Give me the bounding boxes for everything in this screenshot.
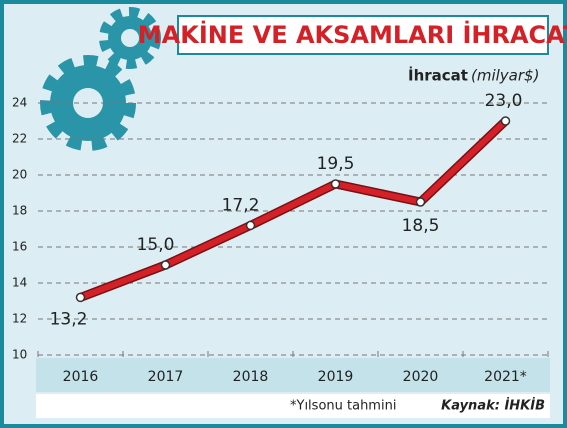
y-tick-label: 16 <box>12 240 27 254</box>
y-axis-unit: (milyar$) <box>471 67 539 85</box>
value-label: 15,0 <box>137 235 175 255</box>
x-tick-label: 2021* <box>484 369 527 385</box>
y-tick-label: 18 <box>12 204 27 218</box>
source: Kaynak: İHKİB <box>441 398 545 414</box>
value-label: 18,5 <box>402 216 440 236</box>
y-tick-label: 20 <box>12 168 27 182</box>
point <box>245 220 256 231</box>
footer <box>36 394 550 418</box>
value-label: 19,5 <box>317 154 355 174</box>
y-tick-label: 14 <box>12 276 27 290</box>
y-tick-label: 12 <box>12 312 27 326</box>
point <box>75 292 86 303</box>
line <box>79 118 508 301</box>
point <box>160 260 171 270</box>
x-tick-label: 2020 <box>403 369 439 385</box>
x-axis-band <box>36 358 550 392</box>
x-tick-label: 2017 <box>148 369 184 385</box>
y-tick-label: 22 <box>12 132 27 146</box>
y-tick-label: 10 <box>12 348 27 362</box>
chart-title: MAKİNE VE AKSAMLARI İHRACATI <box>138 20 567 49</box>
y-tick-label: 24 <box>12 96 27 110</box>
value-label: 23,0 <box>485 91 523 111</box>
gear-small <box>99 7 161 69</box>
value-label: 13,2 <box>50 309 88 329</box>
point <box>500 116 511 126</box>
point <box>415 197 426 207</box>
footnote: *Yılsonu tahmini <box>290 399 396 414</box>
x-tick-label: 2016 <box>63 369 99 385</box>
title-box <box>177 15 549 55</box>
value-label: 17,2 <box>222 195 260 215</box>
x-tick-label: 2019 <box>318 369 354 385</box>
x-tick-label: 2018 <box>233 369 269 385</box>
point <box>330 179 341 189</box>
y-axis-title: İhracat <box>408 66 468 85</box>
